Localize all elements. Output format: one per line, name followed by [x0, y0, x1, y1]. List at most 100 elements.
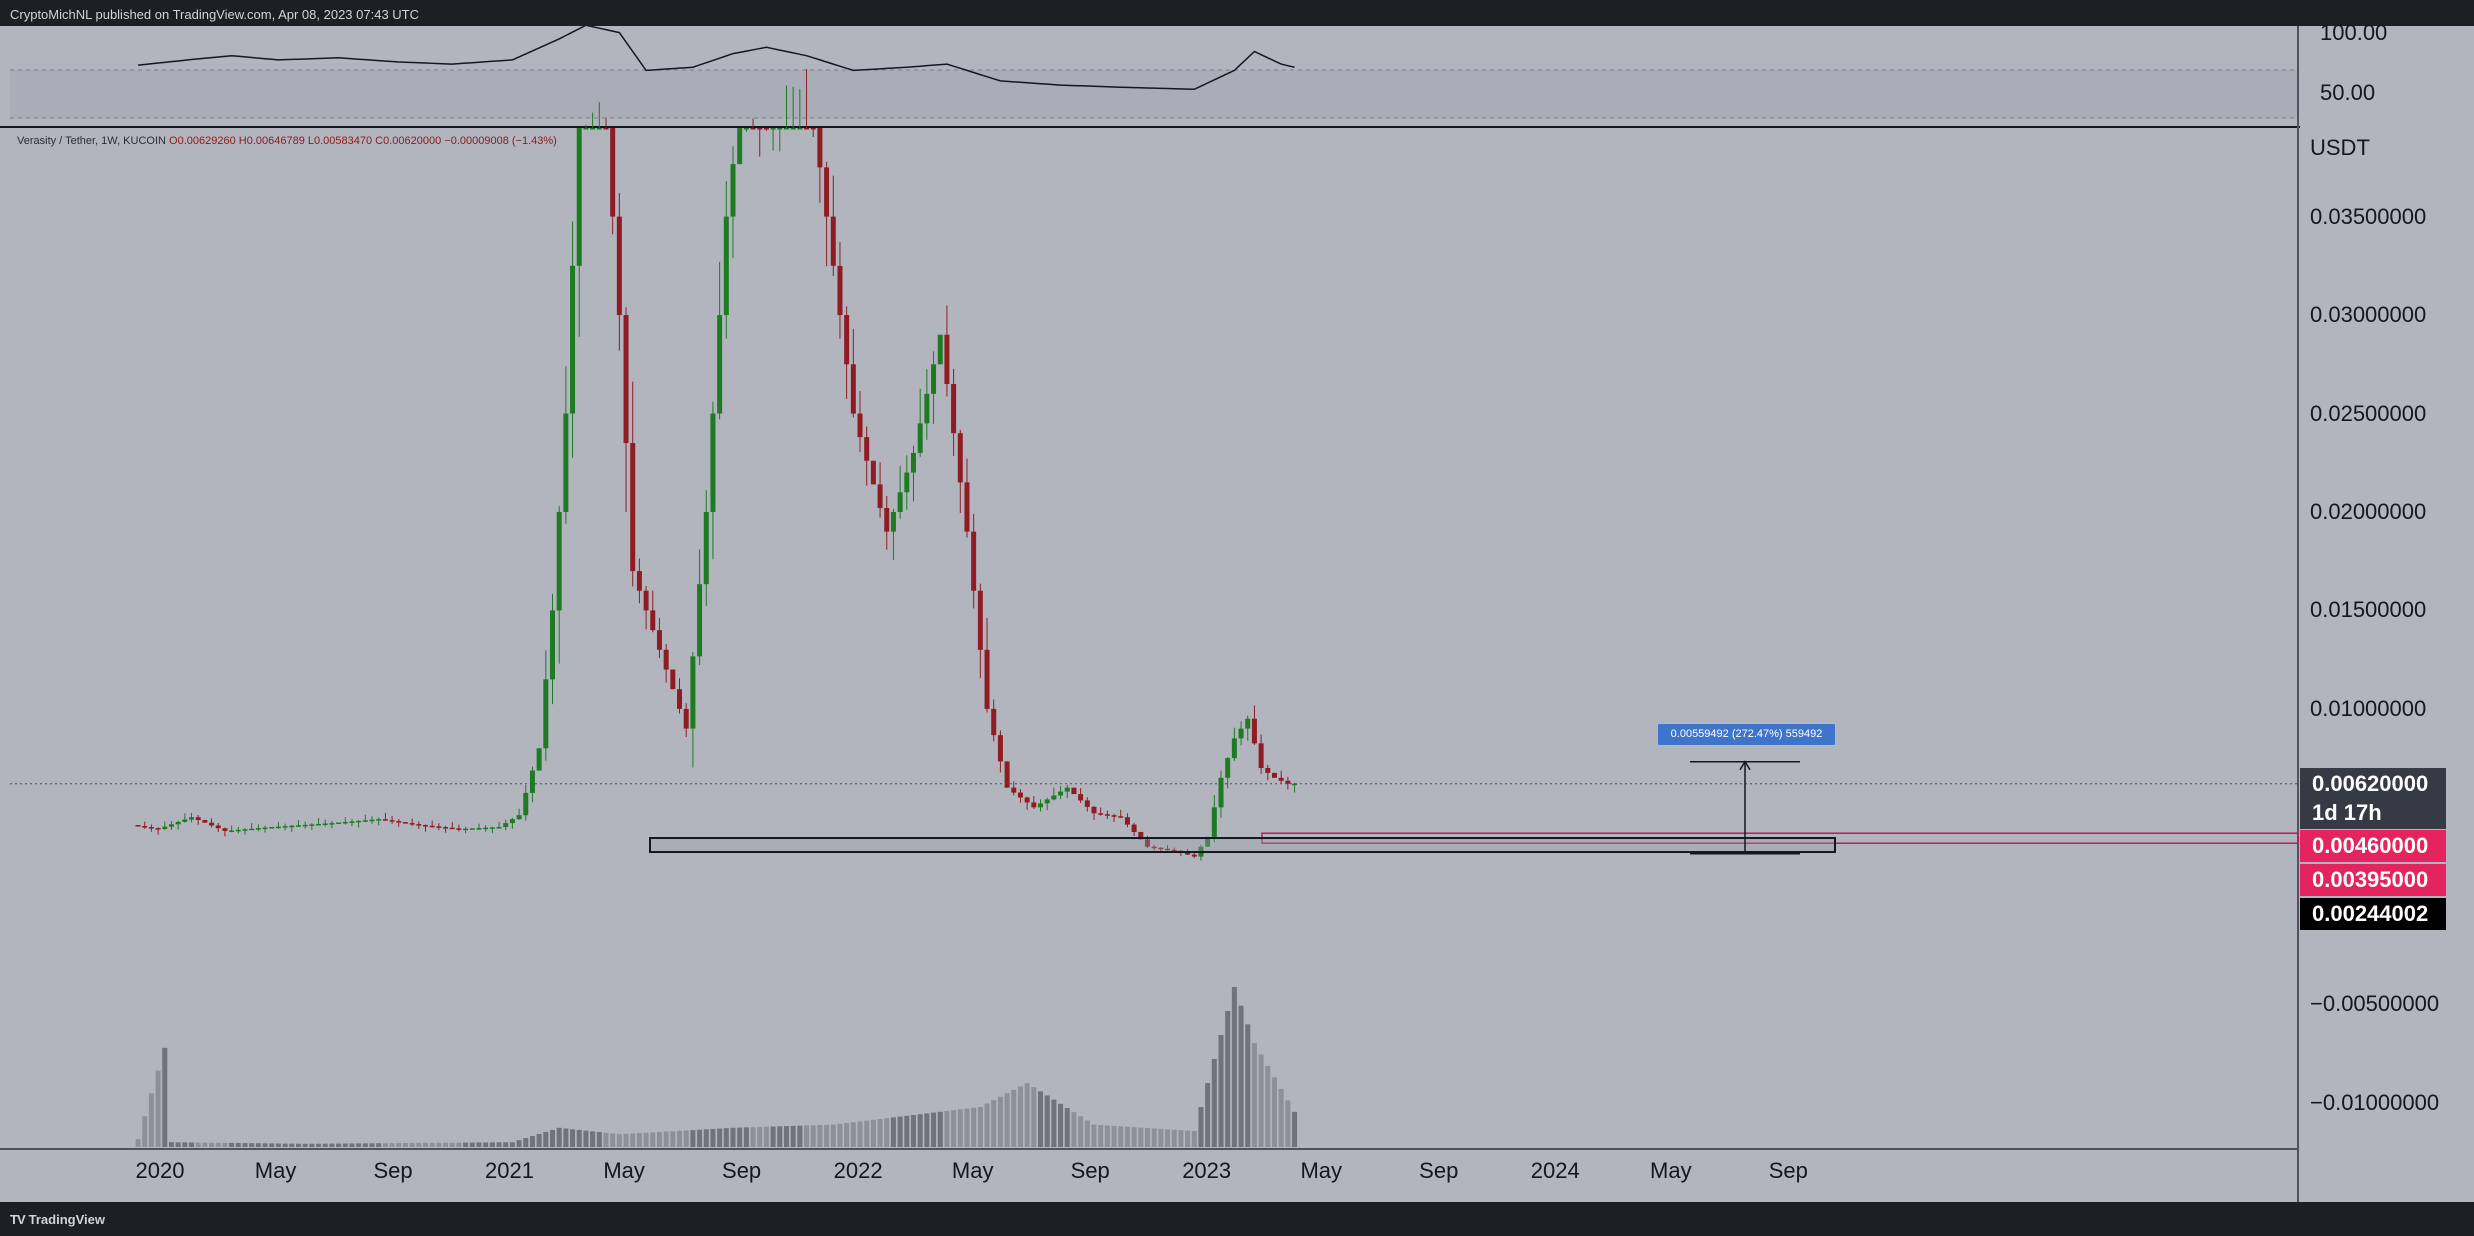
volume-bar: [503, 1142, 509, 1147]
candle-body: [175, 821, 181, 825]
volume-bar: [991, 1100, 997, 1147]
volume-bar: [443, 1142, 449, 1147]
volume-bar: [884, 1118, 890, 1147]
candle-body: [503, 823, 509, 828]
volume-bar: [1071, 1112, 1077, 1147]
time-axis-label: 2021: [485, 1158, 534, 1183]
candle-body: [1225, 758, 1231, 778]
candle-body: [1278, 777, 1284, 781]
tradingview-logo-icon: TV: [10, 1212, 26, 1227]
volume-bar: [984, 1103, 990, 1147]
publisher-text: CryptoMichNL published on TradingView.co…: [10, 7, 420, 22]
candle-body: [837, 265, 843, 316]
candle-body: [242, 829, 248, 831]
candle-body: [422, 825, 428, 827]
candle-body: [717, 315, 723, 414]
volume-bar: [1138, 1127, 1144, 1147]
volume-bar: [175, 1142, 181, 1147]
time-axis-label: 2023: [1182, 1158, 1232, 1183]
candle-body: [463, 828, 469, 831]
candle-body: [1271, 772, 1277, 778]
candle-body: [850, 364, 856, 414]
volume-bar: [543, 1131, 549, 1147]
candle-body: [937, 334, 943, 365]
candle-body: [1017, 792, 1023, 798]
tradingview-logo[interactable]: TV TradingView: [10, 1212, 105, 1227]
candle-body: [295, 825, 301, 827]
volume-bar: [469, 1142, 475, 1147]
price-axis-label: 0.03000000: [2310, 302, 2427, 328]
volume-bar: [590, 1131, 596, 1147]
volume-bar: [436, 1142, 442, 1147]
volume-bar: [336, 1143, 342, 1147]
candle-body: [817, 128, 823, 168]
candle-body: [1292, 783, 1298, 786]
volume-bar: [235, 1143, 241, 1147]
candle-body: [1078, 794, 1084, 801]
volume-bar: [977, 1107, 983, 1147]
candle-body: [757, 128, 763, 130]
candle-body: [269, 827, 275, 829]
volume-bar: [1024, 1083, 1030, 1147]
volume-bar: [1171, 1129, 1177, 1147]
volume-bar: [890, 1117, 896, 1147]
candle-body: [529, 770, 535, 793]
volume-bar: [576, 1129, 582, 1147]
volume-bar: [148, 1093, 154, 1147]
candle-body: [209, 822, 215, 826]
volume-bar: [1078, 1116, 1084, 1147]
volume-bar: [289, 1143, 295, 1147]
price-axis-label: 0.02000000: [2310, 498, 2427, 524]
candle-body: [783, 128, 789, 130]
symbol-legend[interactable]: Verasity / Tether, 1W, KUCOIN O0.0062926…: [17, 135, 557, 147]
volume-bar: [910, 1115, 916, 1147]
support-zone[interactable]: [649, 837, 1836, 854]
volume-bar: [476, 1142, 482, 1147]
candle-body: [677, 689, 683, 709]
candle-body: [135, 825, 141, 827]
candle-body: [235, 829, 241, 832]
measure-tool[interactable]: [1690, 760, 1800, 855]
candle-body: [830, 216, 836, 266]
volume-bar: [817, 1125, 823, 1147]
candle-body: [309, 824, 315, 826]
volume-bar: [951, 1110, 957, 1147]
volume-bar: [697, 1129, 703, 1147]
volume-bar: [529, 1136, 535, 1147]
volume-bar: [717, 1128, 723, 1147]
volume-bar: [255, 1143, 261, 1147]
volume-bar: [677, 1130, 683, 1147]
candle-body: [616, 216, 622, 316]
candle-body: [289, 825, 295, 828]
volume-bar: [516, 1140, 522, 1147]
volume-bar: [1158, 1128, 1164, 1147]
volume-bar: [877, 1119, 883, 1147]
volume-bar: [215, 1142, 221, 1147]
candle-body: [1238, 728, 1244, 739]
symbol-title[interactable]: Verasity / Tether, 1W, KUCOIN: [17, 135, 166, 147]
volume-bar: [1131, 1127, 1137, 1147]
volume-bar: [630, 1133, 636, 1147]
candle-body: [763, 128, 769, 130]
candle-body: [743, 128, 749, 130]
volume-bar: [1278, 1088, 1284, 1147]
candle-body: [590, 128, 596, 130]
measure-label[interactable]: 0.00559492 (272.47%) 559492: [1657, 723, 1836, 746]
candle-body: [663, 649, 669, 670]
volume-bar: [189, 1142, 195, 1147]
candle-body: [536, 748, 542, 771]
candle-body: [1158, 847, 1164, 850]
volume-bar: [362, 1143, 368, 1147]
candle-body: [550, 610, 556, 680]
candle-body: [944, 334, 950, 384]
candle-body: [610, 128, 616, 217]
volume-bar: [770, 1126, 776, 1147]
volume-bar: [409, 1142, 415, 1147]
volume-bar: [1258, 1054, 1264, 1147]
volume-bar: [931, 1112, 937, 1147]
volume-bar: [262, 1143, 268, 1147]
candle-body: [329, 823, 335, 825]
volume-bar: [1017, 1086, 1023, 1147]
volume-bar: [1051, 1099, 1057, 1147]
